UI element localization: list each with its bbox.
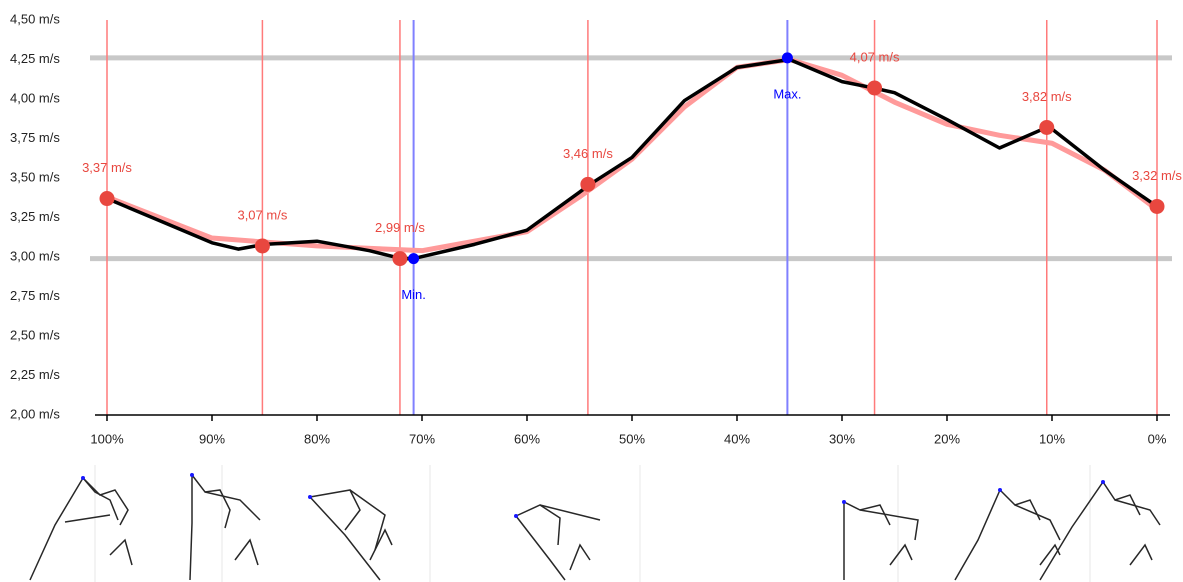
x-tick-label: 50% bbox=[619, 431, 645, 446]
marker-label: 3,82 m/s bbox=[1022, 89, 1072, 104]
speed-marker bbox=[255, 238, 270, 253]
extreme-label: Max. bbox=[773, 86, 801, 101]
y-tick-label: 4,25 m/s bbox=[10, 51, 60, 66]
marker-label: 3,07 m/s bbox=[237, 207, 287, 222]
y-tick-label: 4,00 m/s bbox=[10, 90, 60, 105]
y-tick-label: 3,50 m/s bbox=[10, 169, 60, 184]
speed-marker bbox=[1039, 120, 1054, 135]
x-tick-label: 80% bbox=[304, 431, 330, 446]
pose-figures bbox=[30, 465, 1160, 582]
marker-label: 4,07 m/s bbox=[850, 49, 900, 64]
speed-marker bbox=[580, 177, 595, 192]
y-tick-label: 3,25 m/s bbox=[10, 209, 60, 224]
x-tick-label: 70% bbox=[409, 431, 435, 446]
page: {"chart_data": {"type": "line", "xlim": … bbox=[0, 0, 1183, 582]
x-tick-label: 90% bbox=[199, 431, 225, 446]
y-tick-label: 2,50 m/s bbox=[10, 327, 60, 342]
y-tick-label: 3,00 m/s bbox=[10, 248, 60, 263]
x-tick-label: 60% bbox=[514, 431, 540, 446]
chart: 2,00 m/s 2,25 m/s 2,50 m/s 2,75 m/s 3,00 m/s… bbox=[0, 0, 1183, 582]
x-tick-label: 30% bbox=[829, 431, 855, 446]
marker-label: 3,37 m/s bbox=[82, 160, 132, 175]
x-tick-label: 100% bbox=[90, 431, 124, 446]
x-tick-label: 0% bbox=[1148, 431, 1167, 446]
y-tick-label: 3,75 m/s bbox=[10, 130, 60, 145]
marker-label: 2,99 m/s bbox=[375, 220, 425, 235]
extreme-point bbox=[408, 253, 419, 264]
speed-marker bbox=[100, 191, 115, 206]
y-tick-label: 2,25 m/s bbox=[10, 367, 60, 382]
extreme-point bbox=[782, 52, 793, 63]
extreme-label: Min. bbox=[401, 287, 426, 302]
speed-marker bbox=[1150, 199, 1165, 214]
y-tick-label: 4,50 m/s bbox=[10, 11, 60, 26]
speed-marker bbox=[867, 80, 882, 95]
speed-line bbox=[107, 60, 1157, 259]
y-tick-label: 2,00 m/s bbox=[10, 406, 60, 421]
speed-marker bbox=[392, 251, 407, 266]
marker-label: 3,32 m/s bbox=[1132, 168, 1182, 183]
x-tick-label: 20% bbox=[934, 431, 960, 446]
marker-label: 3,46 m/s bbox=[563, 146, 613, 161]
x-tick-label: 10% bbox=[1039, 431, 1065, 446]
x-tick-label: 40% bbox=[724, 431, 750, 446]
y-tick-label: 2,75 m/s bbox=[10, 288, 60, 303]
